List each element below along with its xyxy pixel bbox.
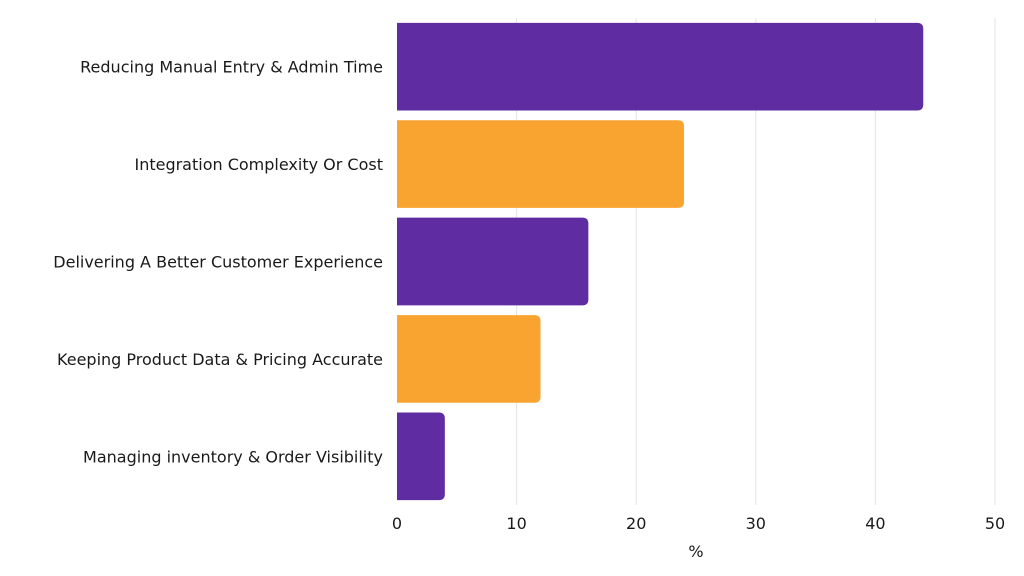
- x-axis-title: %: [688, 542, 703, 561]
- category-label: Integration Complexity Or Cost: [134, 155, 383, 174]
- bar: [397, 315, 541, 403]
- x-tick-label: 20: [626, 514, 646, 533]
- x-tick-label: 10: [506, 514, 526, 533]
- x-tick-labels: 0 10 20 30 40 50: [392, 514, 1005, 533]
- x-tick-label: 40: [865, 514, 885, 533]
- x-tick-label: 30: [746, 514, 766, 533]
- bars: [397, 22, 924, 501]
- bar: [397, 412, 445, 501]
- category-label: Keeping Product Data & Pricing Accurate: [57, 350, 383, 369]
- x-tick-label: 0: [392, 514, 402, 533]
- category-label: Reducing Manual Entry & Admin Time: [80, 58, 383, 77]
- bar: [397, 120, 685, 208]
- x-tick-label: 50: [985, 514, 1005, 533]
- category-label: Managing inventory & Order Visibility: [83, 447, 383, 466]
- bar: [397, 217, 589, 306]
- category-labels: Reducing Manual Entry & Admin Time Integr…: [53, 58, 383, 467]
- bar: [397, 22, 924, 111]
- category-label: Delivering A Better Customer Experience: [53, 253, 383, 272]
